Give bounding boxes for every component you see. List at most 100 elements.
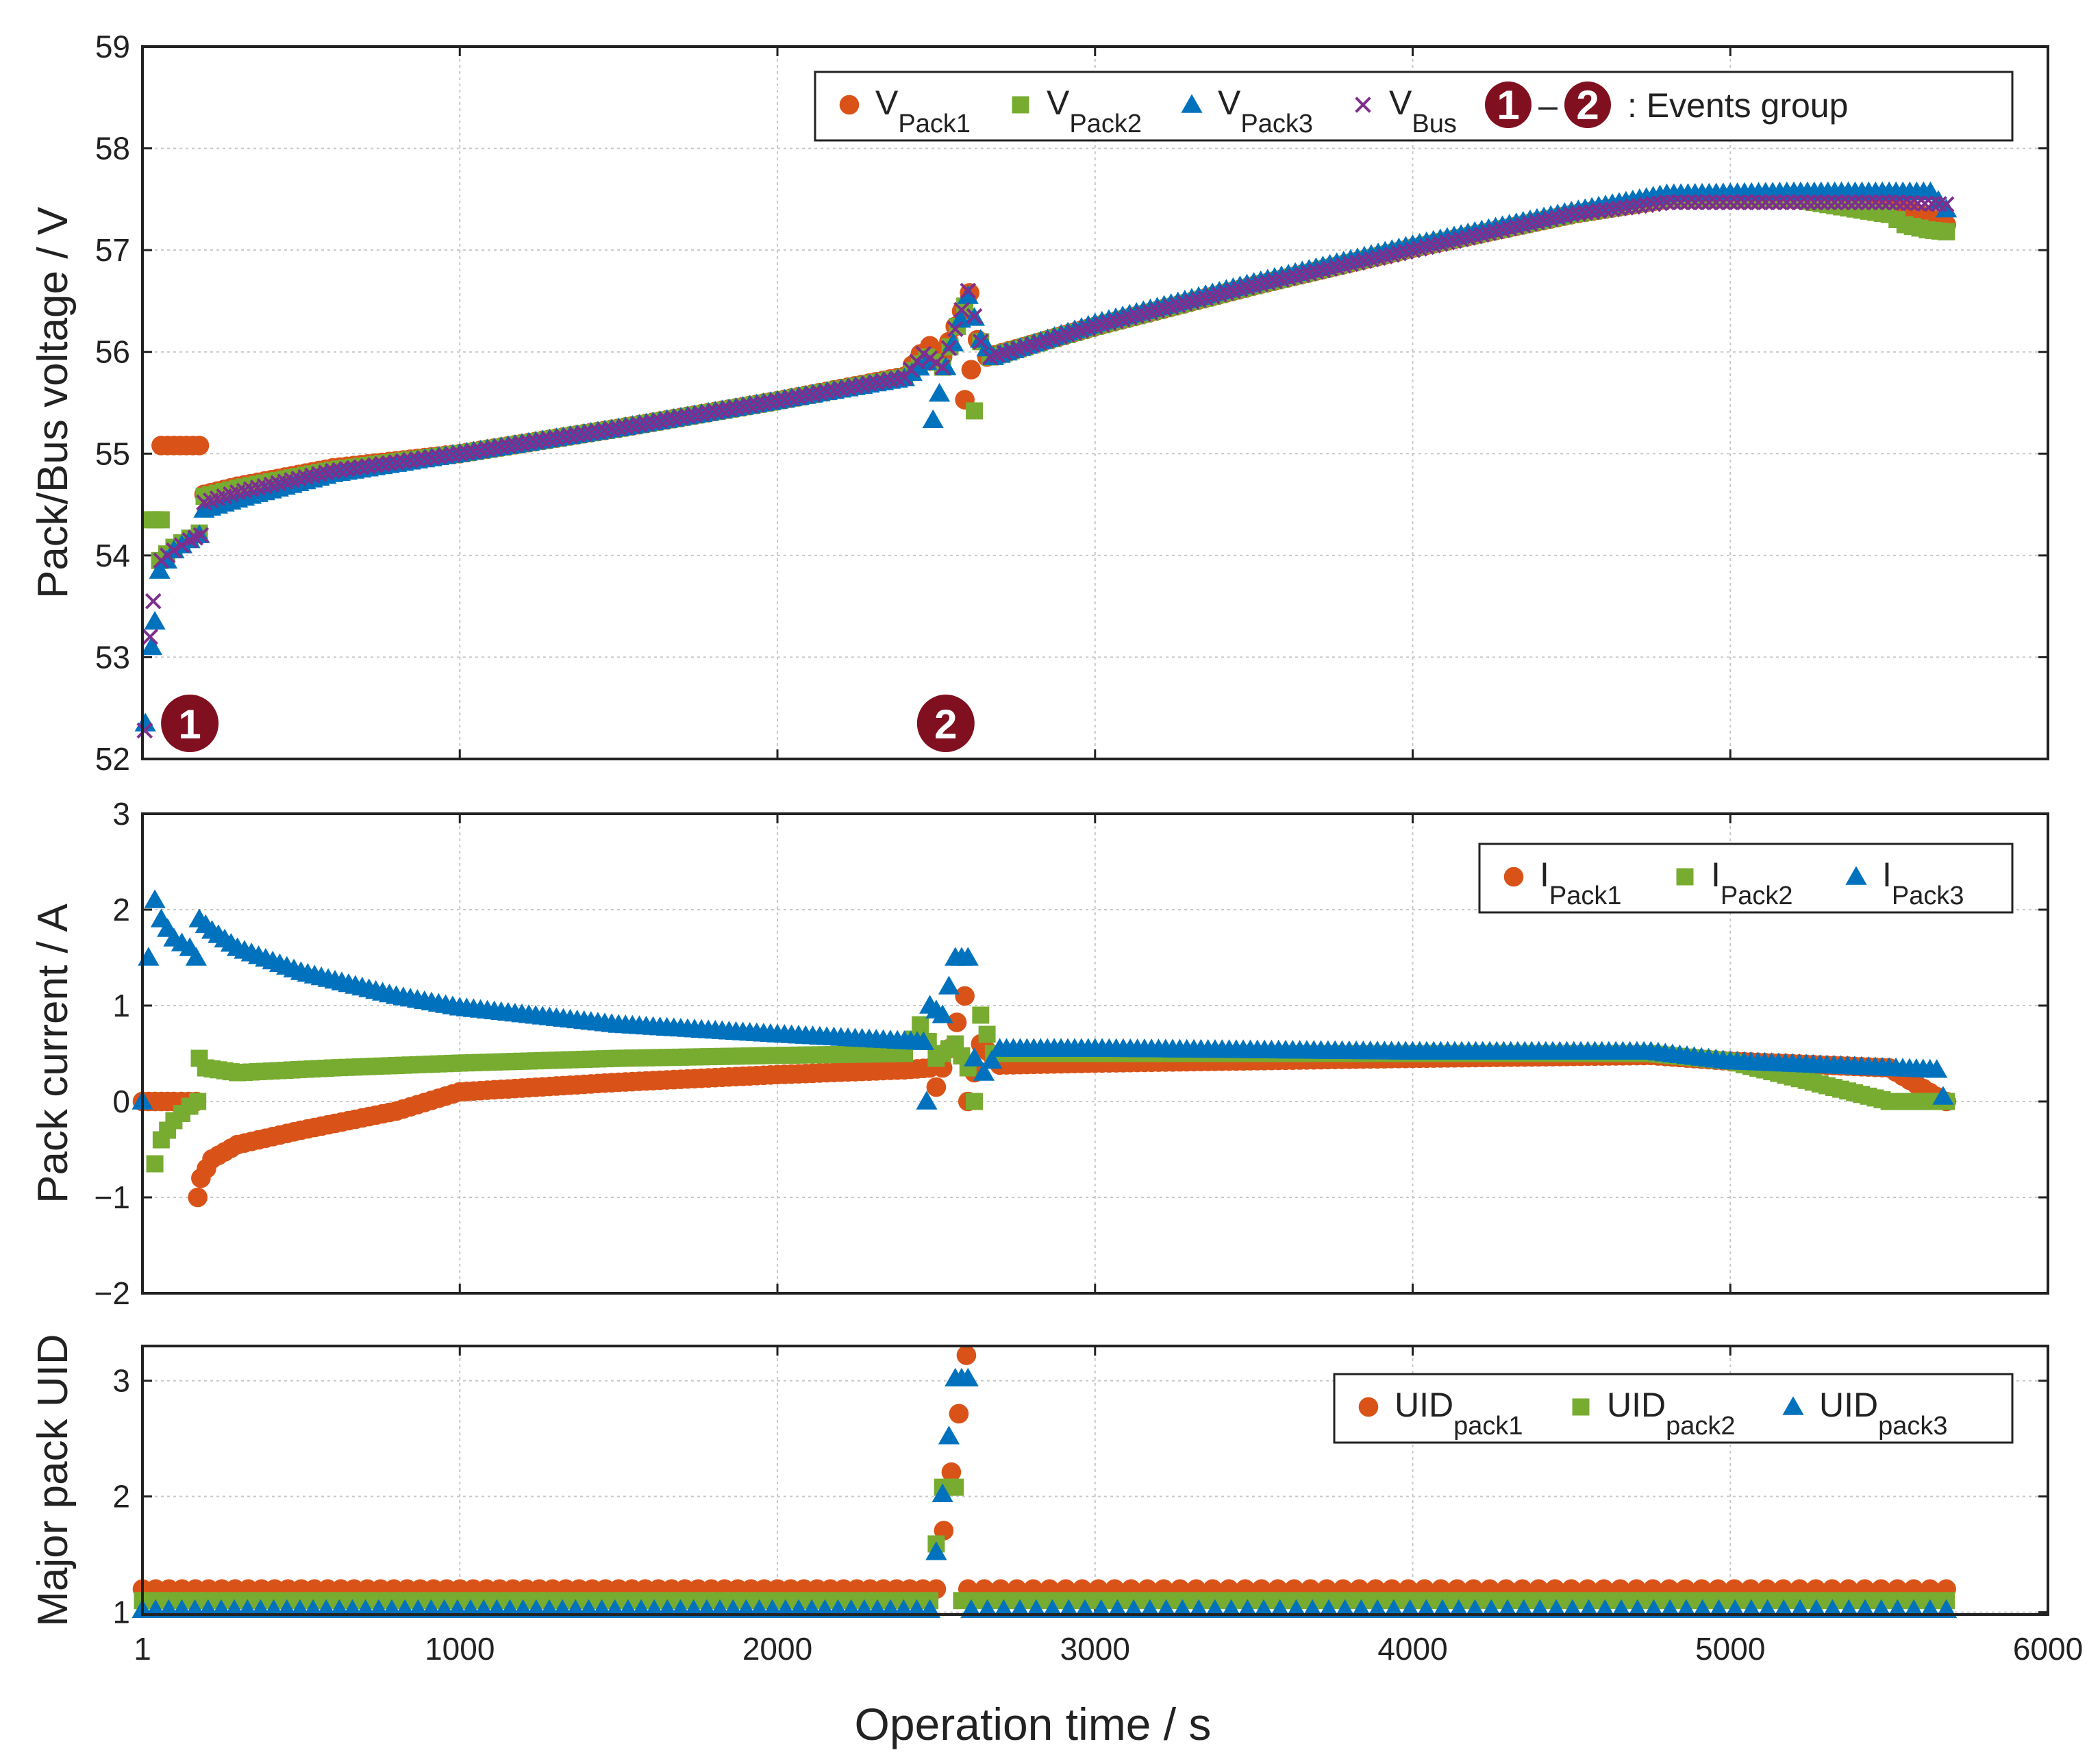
series-IPack1 [132,986,1956,1208]
legend-marker [1012,96,1029,114]
data-point [1936,199,1958,218]
data-point [972,1006,990,1024]
series-VPack2 [141,190,1955,569]
data-point [1932,1086,1954,1105]
x-tick-label: 5000 [1695,1631,1765,1667]
legend-label: IPack3 [1882,856,1964,910]
data-point [1931,196,1947,212]
legend-label-sub: Pack1 [1549,882,1622,910]
data-point [961,360,982,380]
legend-marker [1572,1398,1590,1416]
data-point [145,593,162,610]
data-point [1701,194,1718,211]
data-point [1757,194,1774,211]
data-point [1910,195,1926,212]
legend-marker [1355,97,1371,113]
data-point [185,947,207,966]
legend-label-main: V [875,84,899,122]
data-point [955,986,975,1006]
legend-marker [1358,1397,1379,1417]
data-point [912,1031,934,1050]
data-point [1812,194,1829,211]
y-tick-label: 3 [112,796,130,832]
y-axis-label: Pack current / A [29,904,77,1204]
y-tick-label: 54 [95,538,130,573]
data-point [166,542,182,559]
data-point [1729,194,1746,211]
x-tick-label: 6000 [2013,1631,2083,1667]
data-point [1806,194,1823,211]
data-point [1902,195,1919,212]
data-point [1853,194,1871,211]
legend-box [1333,1373,2014,1444]
data-point [144,610,166,630]
data-point [966,402,984,420]
legend-label-main: I [1711,856,1721,894]
data-point [940,340,958,356]
data-point [973,334,989,350]
event-legend-text: : Events group [1627,86,1848,125]
event-badge [916,695,975,752]
y-tick-label: −2 [95,1275,130,1311]
data-point [922,409,944,428]
data-point [189,436,210,456]
data-point [1665,194,1682,211]
data-point [189,1093,207,1110]
y-tick-label: 1 [112,988,130,1023]
y-tick-label: −1 [95,1180,130,1215]
data-point [1715,194,1732,211]
legend-label-main: UID [1607,1386,1666,1424]
data-point [916,1091,938,1110]
legend-marker [1676,868,1694,886]
data-point [932,1004,953,1023]
data-point [966,308,983,325]
data-point [1860,194,1877,211]
y-tick-label: 55 [95,436,130,471]
axes-frame [141,45,2049,760]
x-tick-label: 1 [134,1631,151,1667]
legend-label-sub: pack3 [1878,1412,1947,1441]
event-badge-label: 2 [934,701,957,747]
data-point [152,511,170,529]
legend-label-sub: Pack1 [898,110,971,138]
data-point [1750,194,1767,211]
data-point [1792,194,1809,211]
legend-label-main: V [1218,84,1241,122]
y-tick-label: 3 [112,1363,130,1399]
y-tick-label: 59 [95,29,130,64]
data-point [1743,194,1760,211]
legend-label-sub: Pack3 [1240,110,1313,138]
data-point [142,628,158,645]
data-point [1679,194,1697,211]
x-tick-label: 3000 [1060,1631,1130,1667]
y-tick-label: 2 [112,1479,130,1515]
y-tick-label: 1 [112,1595,130,1630]
data-point [192,527,210,543]
data-point [1867,194,1884,211]
data-point [956,1345,977,1365]
data-point [934,359,951,375]
data-point [957,947,979,966]
data-point [963,1047,986,1067]
data-point [1826,194,1843,211]
data-point [149,560,171,579]
data-point [966,1093,984,1110]
legend-marker [1503,867,1524,887]
legend-box [1478,843,2014,914]
data-point [1833,194,1850,211]
data-point [928,383,951,402]
legend-label: VPack3 [1218,84,1313,138]
legend-marker [1845,866,1867,885]
data-point [947,1012,967,1032]
legend-label: VBus [1389,84,1457,138]
legend-label: UIDpack3 [1819,1386,1948,1441]
legend-label-sub: Bus [1412,110,1456,138]
legend-label-main: I [1540,856,1549,894]
data-point [941,1462,962,1482]
data-point [1926,1059,1948,1078]
data-point [912,1016,929,1034]
